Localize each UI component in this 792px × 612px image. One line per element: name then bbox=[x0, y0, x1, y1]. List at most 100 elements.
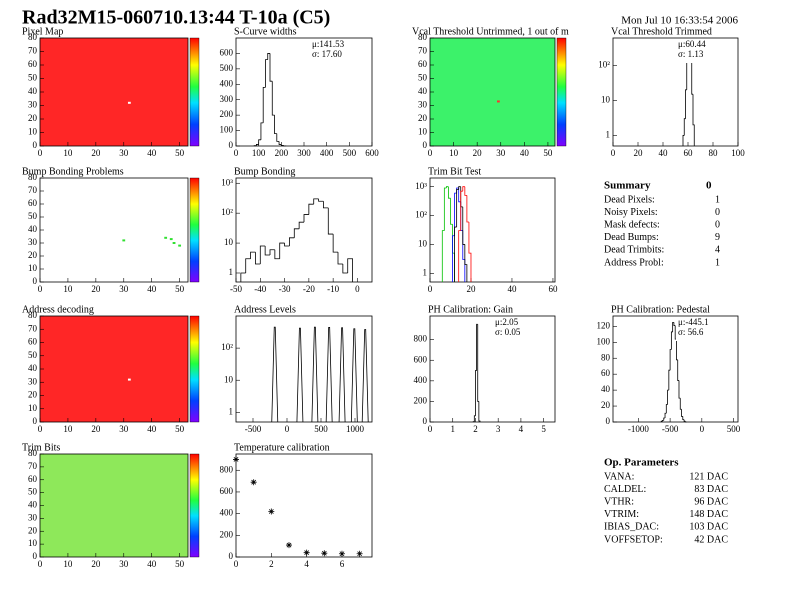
hist-bin bbox=[466, 195, 469, 223]
x-tick-label: 20 bbox=[634, 148, 644, 158]
stats-line: μ:-445.1 bbox=[678, 317, 709, 327]
x-tick-label: 600 bbox=[365, 148, 379, 158]
y-tick-label: 80 bbox=[601, 352, 611, 362]
x-tick-label: 10 bbox=[63, 559, 73, 569]
y-tick-label: 40 bbox=[601, 384, 611, 394]
x-tick-label: 0 bbox=[611, 148, 616, 158]
x-tick-label: 40 bbox=[147, 559, 157, 569]
y-tick-label: 70 bbox=[28, 461, 38, 471]
hist-bin bbox=[662, 420, 664, 422]
hist-bin bbox=[262, 86, 266, 123]
stats-line: μ:141.53 bbox=[312, 39, 345, 49]
x-tick-label: 500 bbox=[343, 148, 357, 158]
x-tick-label: 40 bbox=[520, 148, 530, 158]
hist-bin bbox=[460, 190, 463, 231]
y-tick-label: 80 bbox=[28, 310, 38, 320]
y-tick-label: 500 bbox=[220, 63, 234, 73]
hist-bin bbox=[475, 370, 477, 416]
x-tick-label: -20 bbox=[303, 284, 315, 294]
x-tick-label: 30 bbox=[119, 559, 129, 569]
x-tick-label: 60 bbox=[548, 284, 558, 294]
hist-bin bbox=[454, 226, 457, 282]
x-tick-label: 80 bbox=[709, 148, 719, 158]
hist-bin bbox=[323, 201, 329, 209]
y-tick-label: 70 bbox=[418, 46, 428, 56]
hist-bin bbox=[673, 322, 676, 326]
x-tick-label: 40 bbox=[147, 148, 157, 158]
x-tick-label: 400 bbox=[320, 148, 334, 158]
hist-bin bbox=[464, 244, 468, 282]
y-tick-label: 10² bbox=[221, 342, 233, 352]
row-value: 9 bbox=[715, 232, 720, 243]
frame bbox=[429, 315, 556, 423]
panel-title: PH Calibration: Pedestal bbox=[611, 304, 710, 315]
hist-bin bbox=[458, 230, 461, 282]
hist-bin bbox=[454, 192, 457, 236]
hist-bin bbox=[255, 144, 259, 146]
hist-bin bbox=[683, 118, 686, 136]
hit-pixel bbox=[178, 244, 182, 247]
panel-title: Address decoding bbox=[22, 304, 94, 315]
panel-title: Temperature calibration bbox=[234, 442, 330, 453]
spike bbox=[296, 327, 304, 423]
summary-total: 0 bbox=[706, 180, 712, 192]
hist-bin bbox=[458, 188, 461, 203]
x-tick-label: 20 bbox=[473, 148, 483, 158]
hist-bin bbox=[670, 331, 673, 350]
panel-title: Vcal Threshold Untrimmed, 1 out of m bbox=[412, 26, 569, 37]
row-label: VTRIM: bbox=[604, 509, 639, 520]
y-tick-label: 80 bbox=[28, 172, 38, 182]
x-tick-label: -50 bbox=[230, 284, 242, 294]
x-tick-label: 60 bbox=[684, 148, 694, 158]
panel-title: Trim Bits bbox=[22, 442, 60, 453]
y-tick-label: 40 bbox=[28, 224, 38, 234]
hist-bin bbox=[269, 53, 273, 82]
x-tick-label: -10 bbox=[327, 284, 339, 294]
x-tick-label: 300 bbox=[297, 148, 311, 158]
point bbox=[321, 550, 328, 557]
y-tick-label: 10 bbox=[601, 94, 611, 104]
row-label: CALDEL: bbox=[604, 484, 646, 495]
hist-bin bbox=[665, 404, 668, 414]
row-label: Dead Bumps: bbox=[604, 232, 659, 243]
y-tick-label: 70 bbox=[28, 46, 38, 56]
spike bbox=[361, 329, 369, 423]
x-tick-label: -500 bbox=[662, 424, 679, 434]
y-tick-label: 40 bbox=[28, 500, 38, 510]
row-value: 1 bbox=[715, 194, 720, 205]
hist-bin bbox=[450, 198, 453, 225]
row-value: 0 bbox=[715, 219, 720, 230]
palette bbox=[189, 315, 200, 423]
x-tick-label: 2 bbox=[269, 559, 274, 569]
hist-bin bbox=[347, 258, 353, 282]
frame bbox=[235, 315, 373, 423]
x-tick-label: 0 bbox=[234, 148, 239, 158]
x-tick-label: 3 bbox=[496, 424, 501, 434]
point bbox=[338, 550, 345, 557]
hist-bin bbox=[274, 115, 277, 135]
x-tick-label: 0 bbox=[38, 284, 43, 294]
x-tick-label: -500 bbox=[245, 424, 262, 434]
panel-title: Vcal Threshold Trimmed bbox=[611, 26, 712, 37]
map-area bbox=[430, 38, 555, 146]
y-tick-label: 400 bbox=[220, 508, 234, 518]
hist-bin bbox=[327, 207, 334, 235]
row-label: Mask defects: bbox=[604, 219, 660, 230]
x-tick-label: 200 bbox=[275, 148, 289, 158]
point bbox=[250, 479, 257, 486]
hist-bin bbox=[293, 228, 300, 238]
x-tick-label: 20 bbox=[91, 424, 101, 434]
y-tick-label: 0 bbox=[33, 551, 38, 561]
x-tick-label: -30 bbox=[279, 284, 291, 294]
x-tick-label: 1000 bbox=[346, 424, 365, 434]
hist-bin bbox=[264, 245, 270, 256]
stats-line: σ: 17.60 bbox=[312, 49, 342, 59]
row-label: Dead Pixels: bbox=[604, 194, 655, 205]
hist-bin bbox=[452, 235, 455, 282]
row-value: 148 DAC bbox=[689, 509, 728, 520]
panel-title: Trim Bit Test bbox=[428, 166, 481, 177]
palette bbox=[189, 37, 200, 147]
hist-bin bbox=[478, 401, 481, 422]
x-tick-label: 0 bbox=[38, 148, 43, 158]
x-tick-label: 4 bbox=[304, 559, 309, 569]
